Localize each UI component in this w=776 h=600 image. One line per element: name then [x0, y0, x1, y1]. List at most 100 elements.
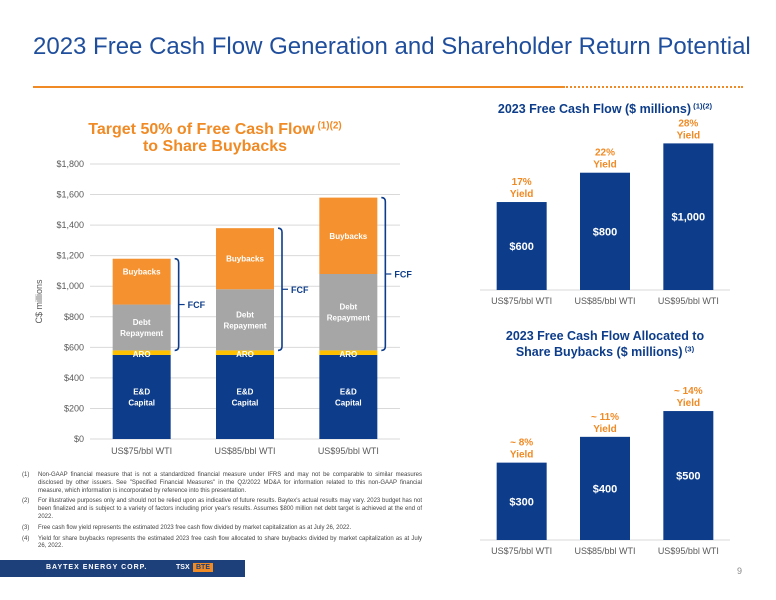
segment-label: E&D: [133, 387, 150, 396]
footnotes: (1) Non-GAAP financial measure that is n…: [22, 472, 422, 554]
buyback-chart: 2023 Free Cash Flow Allocated to Share Bu…: [470, 322, 740, 567]
bar-segment: [112, 304, 171, 351]
y-tick-label: $1,800: [56, 159, 84, 169]
bar-segment: [216, 350, 274, 355]
bar-value-label: $400: [593, 483, 617, 495]
chart-title: 2023 Free Cash Flow Allocated to: [506, 329, 705, 343]
stacked-fcf-chart: Target 50% of Free Cash Flow (1)(2) to Sh…: [20, 105, 420, 470]
bar-segment: [319, 354, 378, 439]
chart-title: Target 50% of Free Cash Flow (1)(2): [88, 120, 341, 138]
x-tick-label: US$75/bbl WTI: [491, 546, 552, 556]
bar-segment: [216, 289, 274, 351]
y-tick-label: $800: [64, 312, 84, 322]
yield-label: Yield: [510, 450, 534, 461]
segment-label: E&D: [237, 387, 254, 396]
segment-label: Debt: [133, 318, 151, 327]
fcf-label: FCF: [291, 285, 309, 295]
bar: [663, 411, 714, 540]
yield-label: Yield: [510, 189, 534, 200]
footnote-number: (2): [22, 498, 30, 505]
bar-segment: [319, 350, 378, 355]
fcf-bracket: [174, 257, 180, 352]
footnote-text: Yield for share buybacks represents the …: [38, 535, 422, 550]
footnote-text: Non-GAAP financial measure that is not a…: [38, 472, 422, 494]
footnote: (3) Free cash flow yield represents the …: [22, 525, 422, 533]
x-tick-label: US$75/bbl WTI: [111, 446, 172, 456]
fcf-chart: 2023 Free Cash Flow ($ millions) (1)(2) $…: [470, 95, 740, 320]
y-tick-label: $1,200: [56, 251, 84, 261]
yield-label: ~ 14%: [674, 386, 703, 397]
footnote-number: (4): [22, 535, 30, 542]
yield-label: Yield: [593, 160, 617, 171]
bar-segment: [216, 354, 274, 439]
segment-label: ARO: [236, 350, 254, 359]
x-tick-label: US$85/bbl WTI: [574, 546, 635, 556]
bar: [580, 172, 630, 290]
x-tick-label: US$85/bbl WTI: [574, 296, 635, 306]
y-tick-label: $1,400: [56, 220, 84, 230]
bar-value-label: $500: [676, 471, 700, 483]
bar-segment: [319, 274, 378, 351]
bar-segment: [319, 197, 378, 274]
y-tick-label: $400: [64, 373, 84, 383]
exchange-label: TSX: [176, 564, 190, 571]
bar: [496, 462, 547, 540]
footnote-text: Free cash flow yield represents the esti…: [38, 524, 352, 531]
x-tick-label: US$75/bbl WTI: [491, 296, 552, 306]
segment-label: Debt: [236, 310, 254, 319]
segment-label: Capital: [128, 398, 155, 407]
footer-bar: [0, 560, 245, 577]
x-tick-label: US$95/bbl WTI: [658, 296, 719, 306]
segment-label: Repayment: [327, 314, 370, 323]
segment-label: Repayment: [223, 321, 266, 330]
yield-label: 22%: [595, 148, 615, 159]
page-title: 2023 Free Cash Flow Generation and Share…: [33, 33, 751, 60]
footnote-text: For illustrative purposes only and shoul…: [38, 498, 422, 520]
segment-label: Buybacks: [123, 268, 161, 277]
bar-value-label: $1,000: [672, 212, 706, 224]
fcf-bracket: [277, 227, 283, 352]
segment-label: Buybacks: [329, 232, 367, 241]
segment-label: ARO: [133, 350, 151, 359]
title-underline: [33, 86, 563, 88]
segment-label: Debt: [339, 303, 357, 312]
y-tick-label: $200: [64, 403, 84, 413]
y-tick-label: $1,600: [56, 190, 84, 200]
bar-segment: [112, 354, 171, 439]
chart-title-line2: to Share Buybacks: [143, 138, 287, 155]
y-axis-label: C$ millions: [34, 279, 44, 324]
company-logo: BAYTEX ENERGY CORP.: [46, 564, 148, 571]
bar-value-label: $800: [593, 226, 617, 238]
yield-label: ~ 11%: [591, 412, 619, 423]
yield-label: ~ 8%: [510, 438, 533, 449]
bar-segment: [216, 228, 274, 290]
y-tick-label: $600: [64, 342, 84, 352]
fcf-label: FCF: [188, 300, 206, 310]
footnote: (2) For illustrative purposes only and s…: [22, 498, 422, 521]
y-tick-label: $1,000: [56, 281, 84, 291]
x-tick-label: US$95/bbl WTI: [318, 446, 379, 456]
yield-label: 17%: [512, 177, 532, 188]
bar: [580, 436, 630, 540]
segment-label: ARO: [339, 350, 357, 359]
bar-segment: [112, 350, 171, 355]
chart-title: 2023 Free Cash Flow ($ millions) (1)(2): [498, 102, 713, 116]
footnote-number: (1): [22, 472, 30, 478]
x-tick-label: US$95/bbl WTI: [658, 546, 719, 556]
title-underline-dotted: [563, 86, 743, 88]
x-tick-label: US$85/bbl WTI: [214, 446, 275, 456]
chart-title: Share Buybacks ($ millions) (3): [516, 345, 695, 359]
bar-segment: [112, 258, 171, 305]
fcf-label: FCF: [394, 270, 412, 280]
segment-label: Capital: [232, 398, 259, 407]
footnote: (4) Yield for share buybacks represents …: [22, 536, 422, 552]
bar-value-label: $300: [509, 496, 533, 508]
fcf-bracket: [381, 196, 387, 352]
segment-label: Capital: [335, 398, 362, 407]
footnote: (1) Non-GAAP financial measure that is n…: [22, 472, 422, 495]
ticker-badge: BTE: [193, 563, 213, 572]
yield-label: Yield: [677, 398, 701, 409]
segment-label: E&D: [340, 387, 357, 396]
footnote-number: (3): [22, 524, 30, 531]
yield-label: Yield: [677, 130, 701, 141]
